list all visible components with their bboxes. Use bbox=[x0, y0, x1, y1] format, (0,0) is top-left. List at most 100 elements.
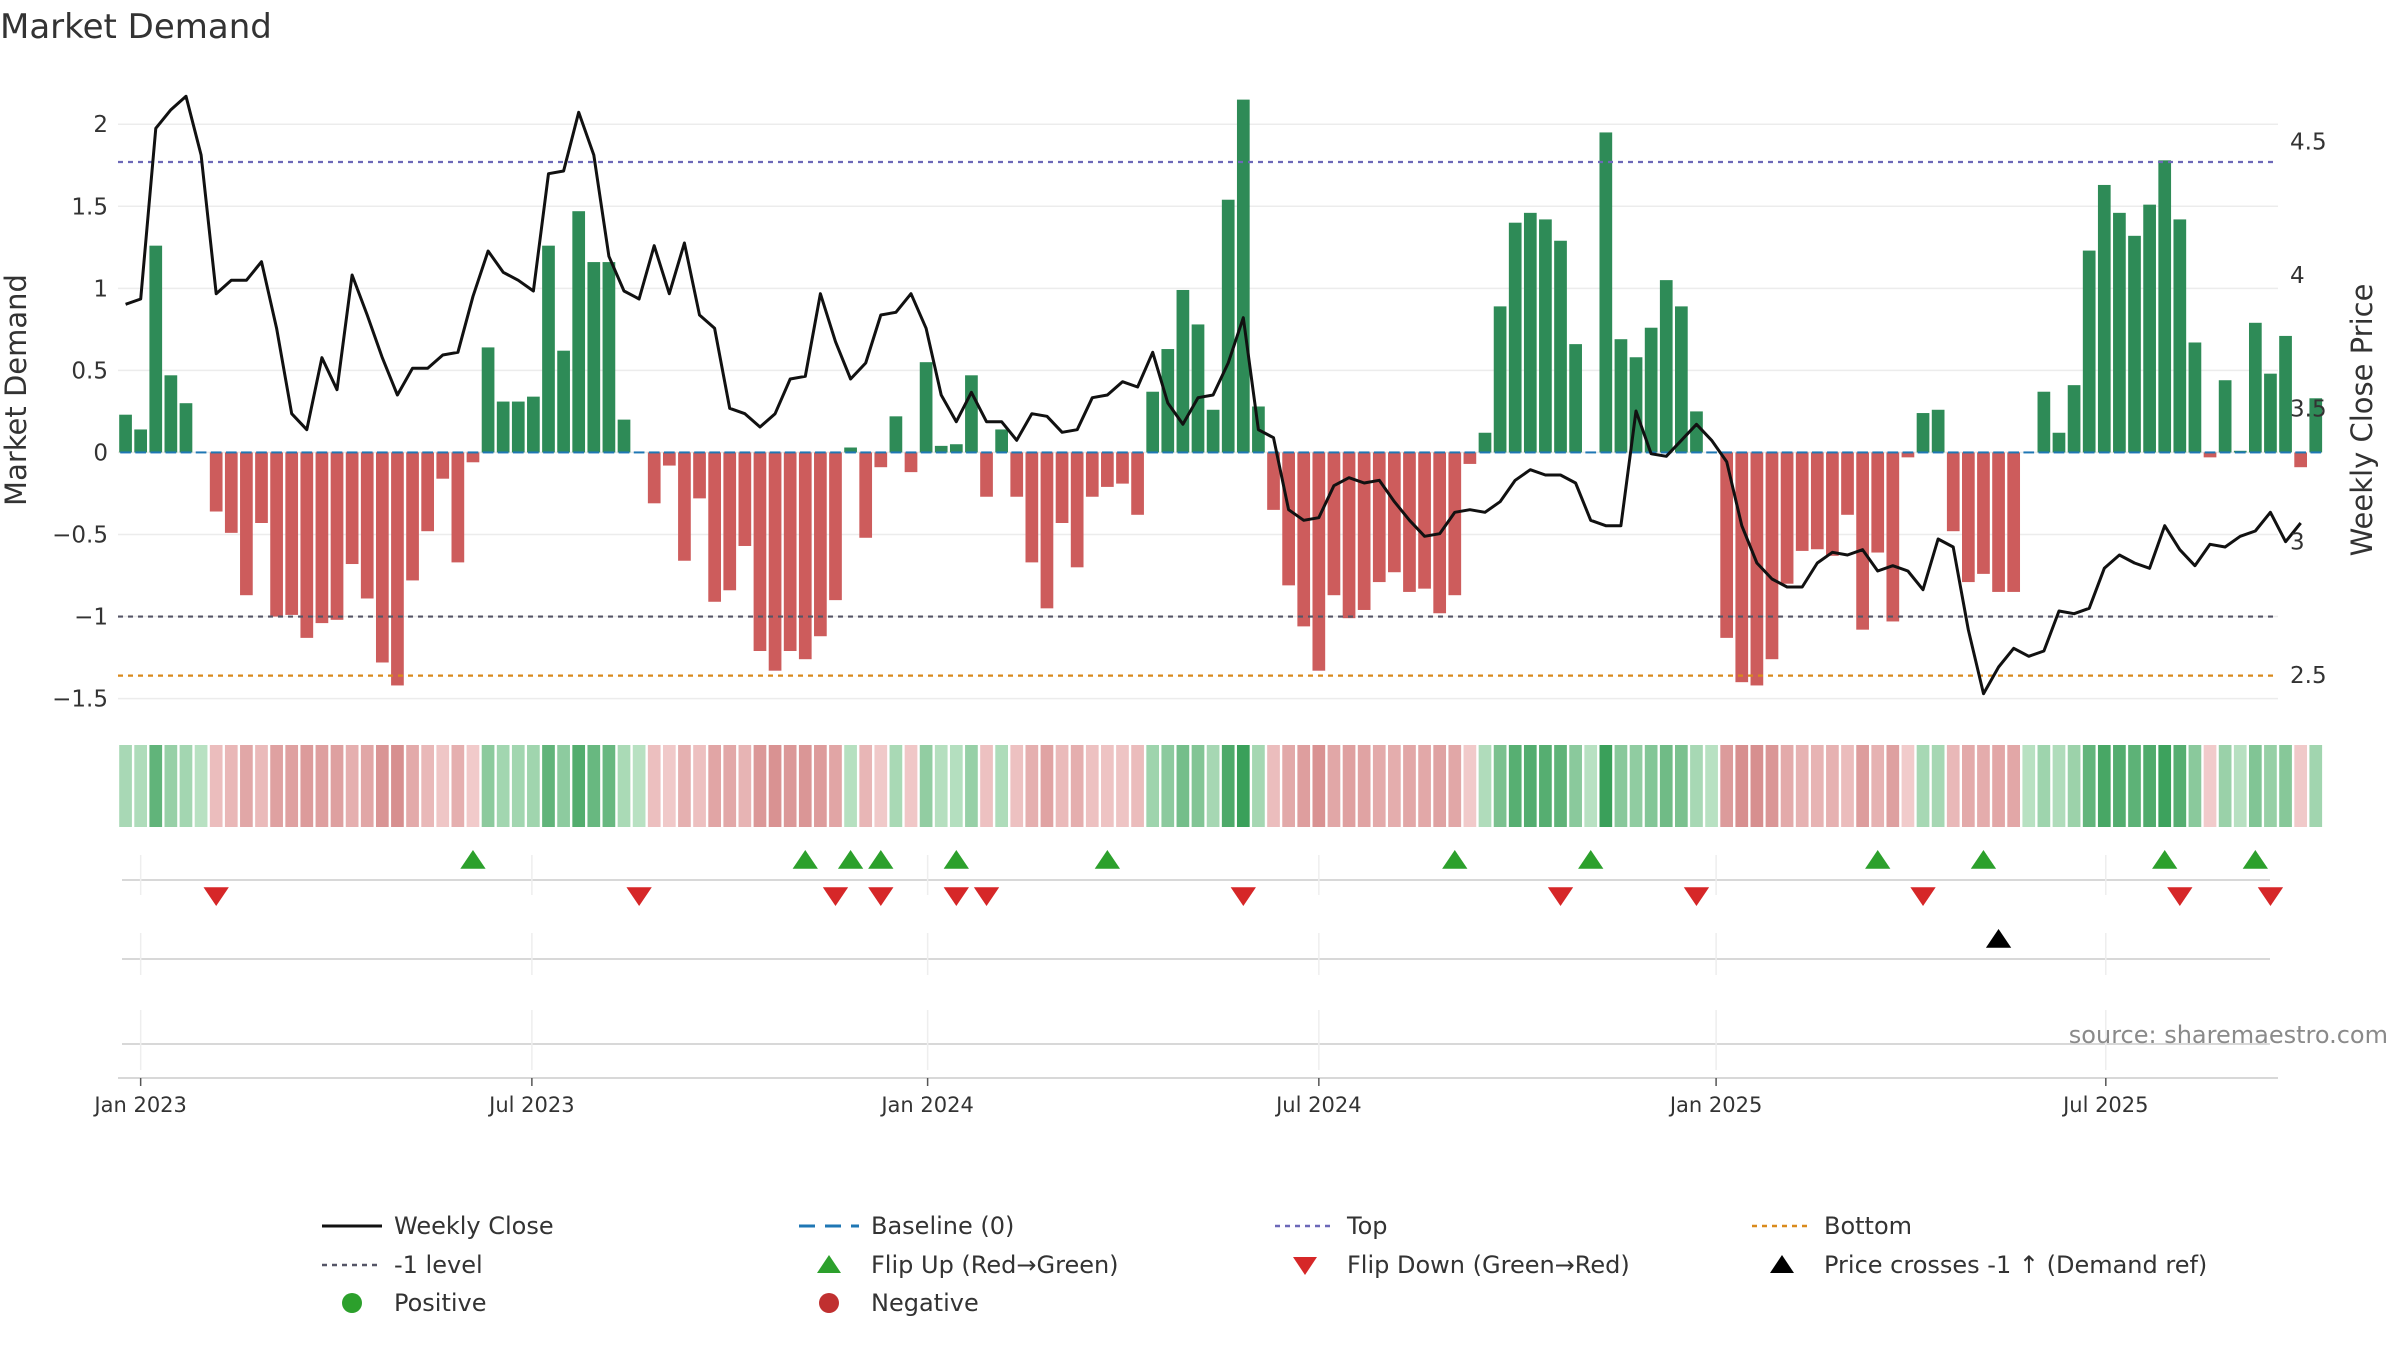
left-axis-ticks: 2 1.5 1 0.5 0 −0.5 −1 −1.5 bbox=[52, 112, 108, 712]
flip-down-marker bbox=[973, 887, 1000, 906]
flip-down-marker bbox=[2257, 887, 2284, 906]
demand-bar-negative bbox=[1735, 452, 1749, 683]
heat-cell bbox=[572, 745, 586, 827]
y-tick-label: 1 bbox=[93, 276, 108, 302]
demand-bar-negative bbox=[240, 452, 253, 596]
heat-cell bbox=[1236, 745, 1250, 827]
heat-cell bbox=[1659, 745, 1673, 827]
demand-bar-positive bbox=[2067, 385, 2081, 453]
heat-cell bbox=[360, 745, 374, 827]
heat-cell bbox=[315, 745, 329, 827]
demand-bar-positive bbox=[1176, 289, 1190, 453]
demand-bar-negative bbox=[798, 452, 812, 660]
demand-bar-negative bbox=[255, 452, 268, 523]
demand-bar-negative bbox=[1312, 452, 1326, 671]
demand-bar-negative bbox=[1116, 452, 1129, 484]
heat-cell bbox=[1176, 745, 1190, 827]
heat-cell bbox=[2128, 745, 2141, 827]
demand-bar-positive bbox=[844, 447, 857, 453]
heat-cell bbox=[1644, 745, 1658, 827]
heat-cell bbox=[436, 745, 450, 827]
demand-bar-positive bbox=[481, 347, 495, 453]
flip-up-marker bbox=[868, 850, 894, 869]
demand-bar-positive bbox=[1931, 409, 1945, 453]
demand-bar-negative bbox=[1327, 452, 1341, 596]
demand-bar-negative bbox=[406, 452, 419, 581]
demand-bar-positive bbox=[1916, 413, 1930, 453]
legend-label: Weekly Close bbox=[394, 1212, 554, 1240]
heat-cell bbox=[1388, 745, 1401, 827]
heat-cell bbox=[209, 745, 223, 827]
heat-cell bbox=[2113, 745, 2126, 827]
heat-cell bbox=[119, 745, 132, 827]
demand-bar-negative bbox=[1388, 452, 1401, 573]
heat-cell bbox=[1055, 745, 1069, 827]
flip-down-marker bbox=[1230, 887, 1256, 906]
heat-cell bbox=[2097, 745, 2111, 827]
legend-swatch-circle bbox=[342, 1293, 362, 1313]
flip-down-marker bbox=[1547, 887, 1574, 906]
heat-cell bbox=[1750, 745, 1764, 827]
heat-cell bbox=[270, 745, 283, 827]
demand-bar-positive bbox=[889, 416, 903, 453]
demand-bar-negative bbox=[1055, 452, 1069, 523]
heat-cell bbox=[285, 745, 299, 827]
demand-bar-positive bbox=[2309, 398, 2323, 453]
heat-cell bbox=[602, 745, 616, 827]
flip-up-marker bbox=[837, 850, 864, 869]
demand-bar-negative bbox=[647, 452, 661, 504]
heat-cell bbox=[1599, 745, 1613, 827]
demand-bar-negative bbox=[1282, 452, 1295, 586]
heat-cell bbox=[194, 745, 208, 827]
legend-swatch-circle bbox=[819, 1293, 839, 1313]
flip-down-marker bbox=[203, 887, 229, 906]
demand-bar-positive bbox=[1675, 306, 1688, 453]
heat-cell bbox=[2082, 745, 2096, 827]
heat-cell bbox=[662, 745, 676, 827]
demand-bar-negative bbox=[662, 452, 676, 466]
demand-bar-positive bbox=[1478, 432, 1492, 453]
heat-cell bbox=[2052, 745, 2066, 827]
heat-cell bbox=[1841, 745, 1854, 827]
demand-bar-positive bbox=[1599, 132, 1613, 453]
demand-bar-positive bbox=[602, 262, 616, 453]
demand-bar-positive bbox=[2097, 184, 2111, 453]
y-tick-label: −0.5 bbox=[52, 522, 108, 548]
legend-item: Top bbox=[1275, 1212, 1388, 1240]
flip-up-marker bbox=[1865, 850, 1891, 869]
heat-cell bbox=[617, 745, 631, 827]
legend: Weekly Close Baseline (0) Top Bottom -1 leve… bbox=[322, 1212, 2207, 1317]
heat-cell bbox=[1146, 745, 1160, 827]
demand-bar-negative bbox=[360, 452, 374, 599]
heat-cell bbox=[1282, 745, 1295, 827]
heat-cell bbox=[783, 745, 797, 827]
heat-cell bbox=[149, 745, 163, 827]
heat-cell bbox=[904, 745, 918, 827]
y-tick-label: −1.5 bbox=[52, 687, 108, 713]
heat-cell bbox=[1267, 745, 1280, 827]
heat-cell bbox=[995, 745, 1008, 827]
heat-cell bbox=[814, 745, 827, 827]
demand-bar-positive bbox=[995, 429, 1008, 453]
demand-bar-positive bbox=[2113, 212, 2126, 453]
heat-cell bbox=[421, 745, 435, 827]
heat-cell bbox=[391, 745, 404, 827]
demand-bar-negative bbox=[753, 452, 767, 651]
demand-bar-positive bbox=[527, 396, 540, 453]
heat-cell bbox=[859, 745, 873, 827]
heat-cell bbox=[1493, 745, 1507, 827]
heat-cell bbox=[738, 745, 752, 827]
flip-up-marker bbox=[943, 850, 969, 869]
y2-tick-label: 4 bbox=[2290, 263, 2305, 289]
heat-cell bbox=[542, 745, 555, 827]
demand-bar-negative bbox=[768, 452, 782, 671]
demand-bar-negative bbox=[1372, 452, 1386, 583]
heat-cell bbox=[511, 745, 525, 827]
demand-bar-negative bbox=[874, 452, 888, 468]
heat-cell bbox=[1418, 745, 1431, 827]
demand-bar-negative bbox=[1977, 452, 1990, 574]
demand-bar-positive bbox=[542, 245, 555, 453]
demand-bar-positive bbox=[1508, 222, 1522, 453]
heat-cell bbox=[451, 745, 465, 827]
demand-bar-negative bbox=[1297, 452, 1311, 627]
